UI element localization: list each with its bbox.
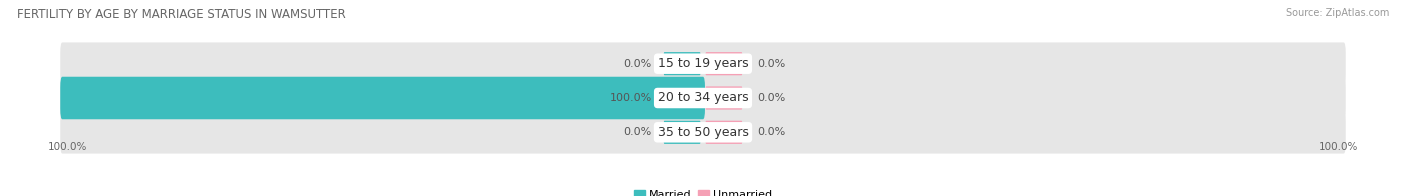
Text: 0.0%: 0.0% — [758, 127, 786, 137]
FancyBboxPatch shape — [664, 121, 700, 144]
Text: Source: ZipAtlas.com: Source: ZipAtlas.com — [1285, 8, 1389, 18]
Text: 100.0%: 100.0% — [48, 142, 87, 152]
FancyBboxPatch shape — [60, 111, 1346, 154]
Text: FERTILITY BY AGE BY MARRIAGE STATUS IN WAMSUTTER: FERTILITY BY AGE BY MARRIAGE STATUS IN W… — [17, 8, 346, 21]
FancyBboxPatch shape — [60, 77, 704, 119]
FancyBboxPatch shape — [706, 52, 742, 75]
Text: 100.0%: 100.0% — [609, 93, 651, 103]
Text: 20 to 34 years: 20 to 34 years — [658, 92, 748, 104]
Legend: Married, Unmarried: Married, Unmarried — [630, 185, 776, 196]
FancyBboxPatch shape — [60, 43, 1346, 85]
Text: 0.0%: 0.0% — [623, 59, 651, 69]
FancyBboxPatch shape — [706, 86, 742, 110]
Text: 15 to 19 years: 15 to 19 years — [658, 57, 748, 70]
Text: 0.0%: 0.0% — [758, 93, 786, 103]
FancyBboxPatch shape — [706, 121, 742, 144]
FancyBboxPatch shape — [60, 77, 1346, 119]
Text: 0.0%: 0.0% — [758, 59, 786, 69]
Text: 35 to 50 years: 35 to 50 years — [658, 126, 748, 139]
Text: 100.0%: 100.0% — [1319, 142, 1358, 152]
FancyBboxPatch shape — [664, 86, 700, 110]
FancyBboxPatch shape — [664, 52, 700, 75]
Text: 0.0%: 0.0% — [623, 127, 651, 137]
